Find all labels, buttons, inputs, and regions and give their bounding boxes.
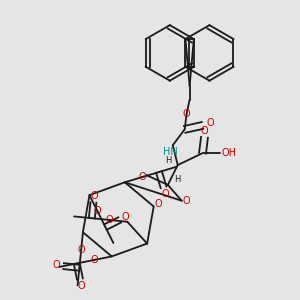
Text: O: O [201,126,208,136]
Text: O: O [122,212,130,222]
Text: O: O [183,109,190,118]
Text: O: O [91,255,98,265]
Text: HN: HN [164,147,178,157]
Text: H: H [165,156,171,165]
Text: O: O [77,281,85,291]
Text: O: O [106,215,113,225]
Text: O: O [183,196,190,206]
Text: H: H [175,176,181,184]
Text: OH: OH [222,148,237,158]
Text: O: O [53,260,61,271]
Text: O: O [90,190,98,200]
Text: O: O [162,189,170,199]
Text: O: O [207,118,214,128]
Text: O: O [94,206,101,216]
Text: O: O [77,245,85,255]
Text: O: O [155,199,162,208]
Text: O: O [138,172,146,182]
